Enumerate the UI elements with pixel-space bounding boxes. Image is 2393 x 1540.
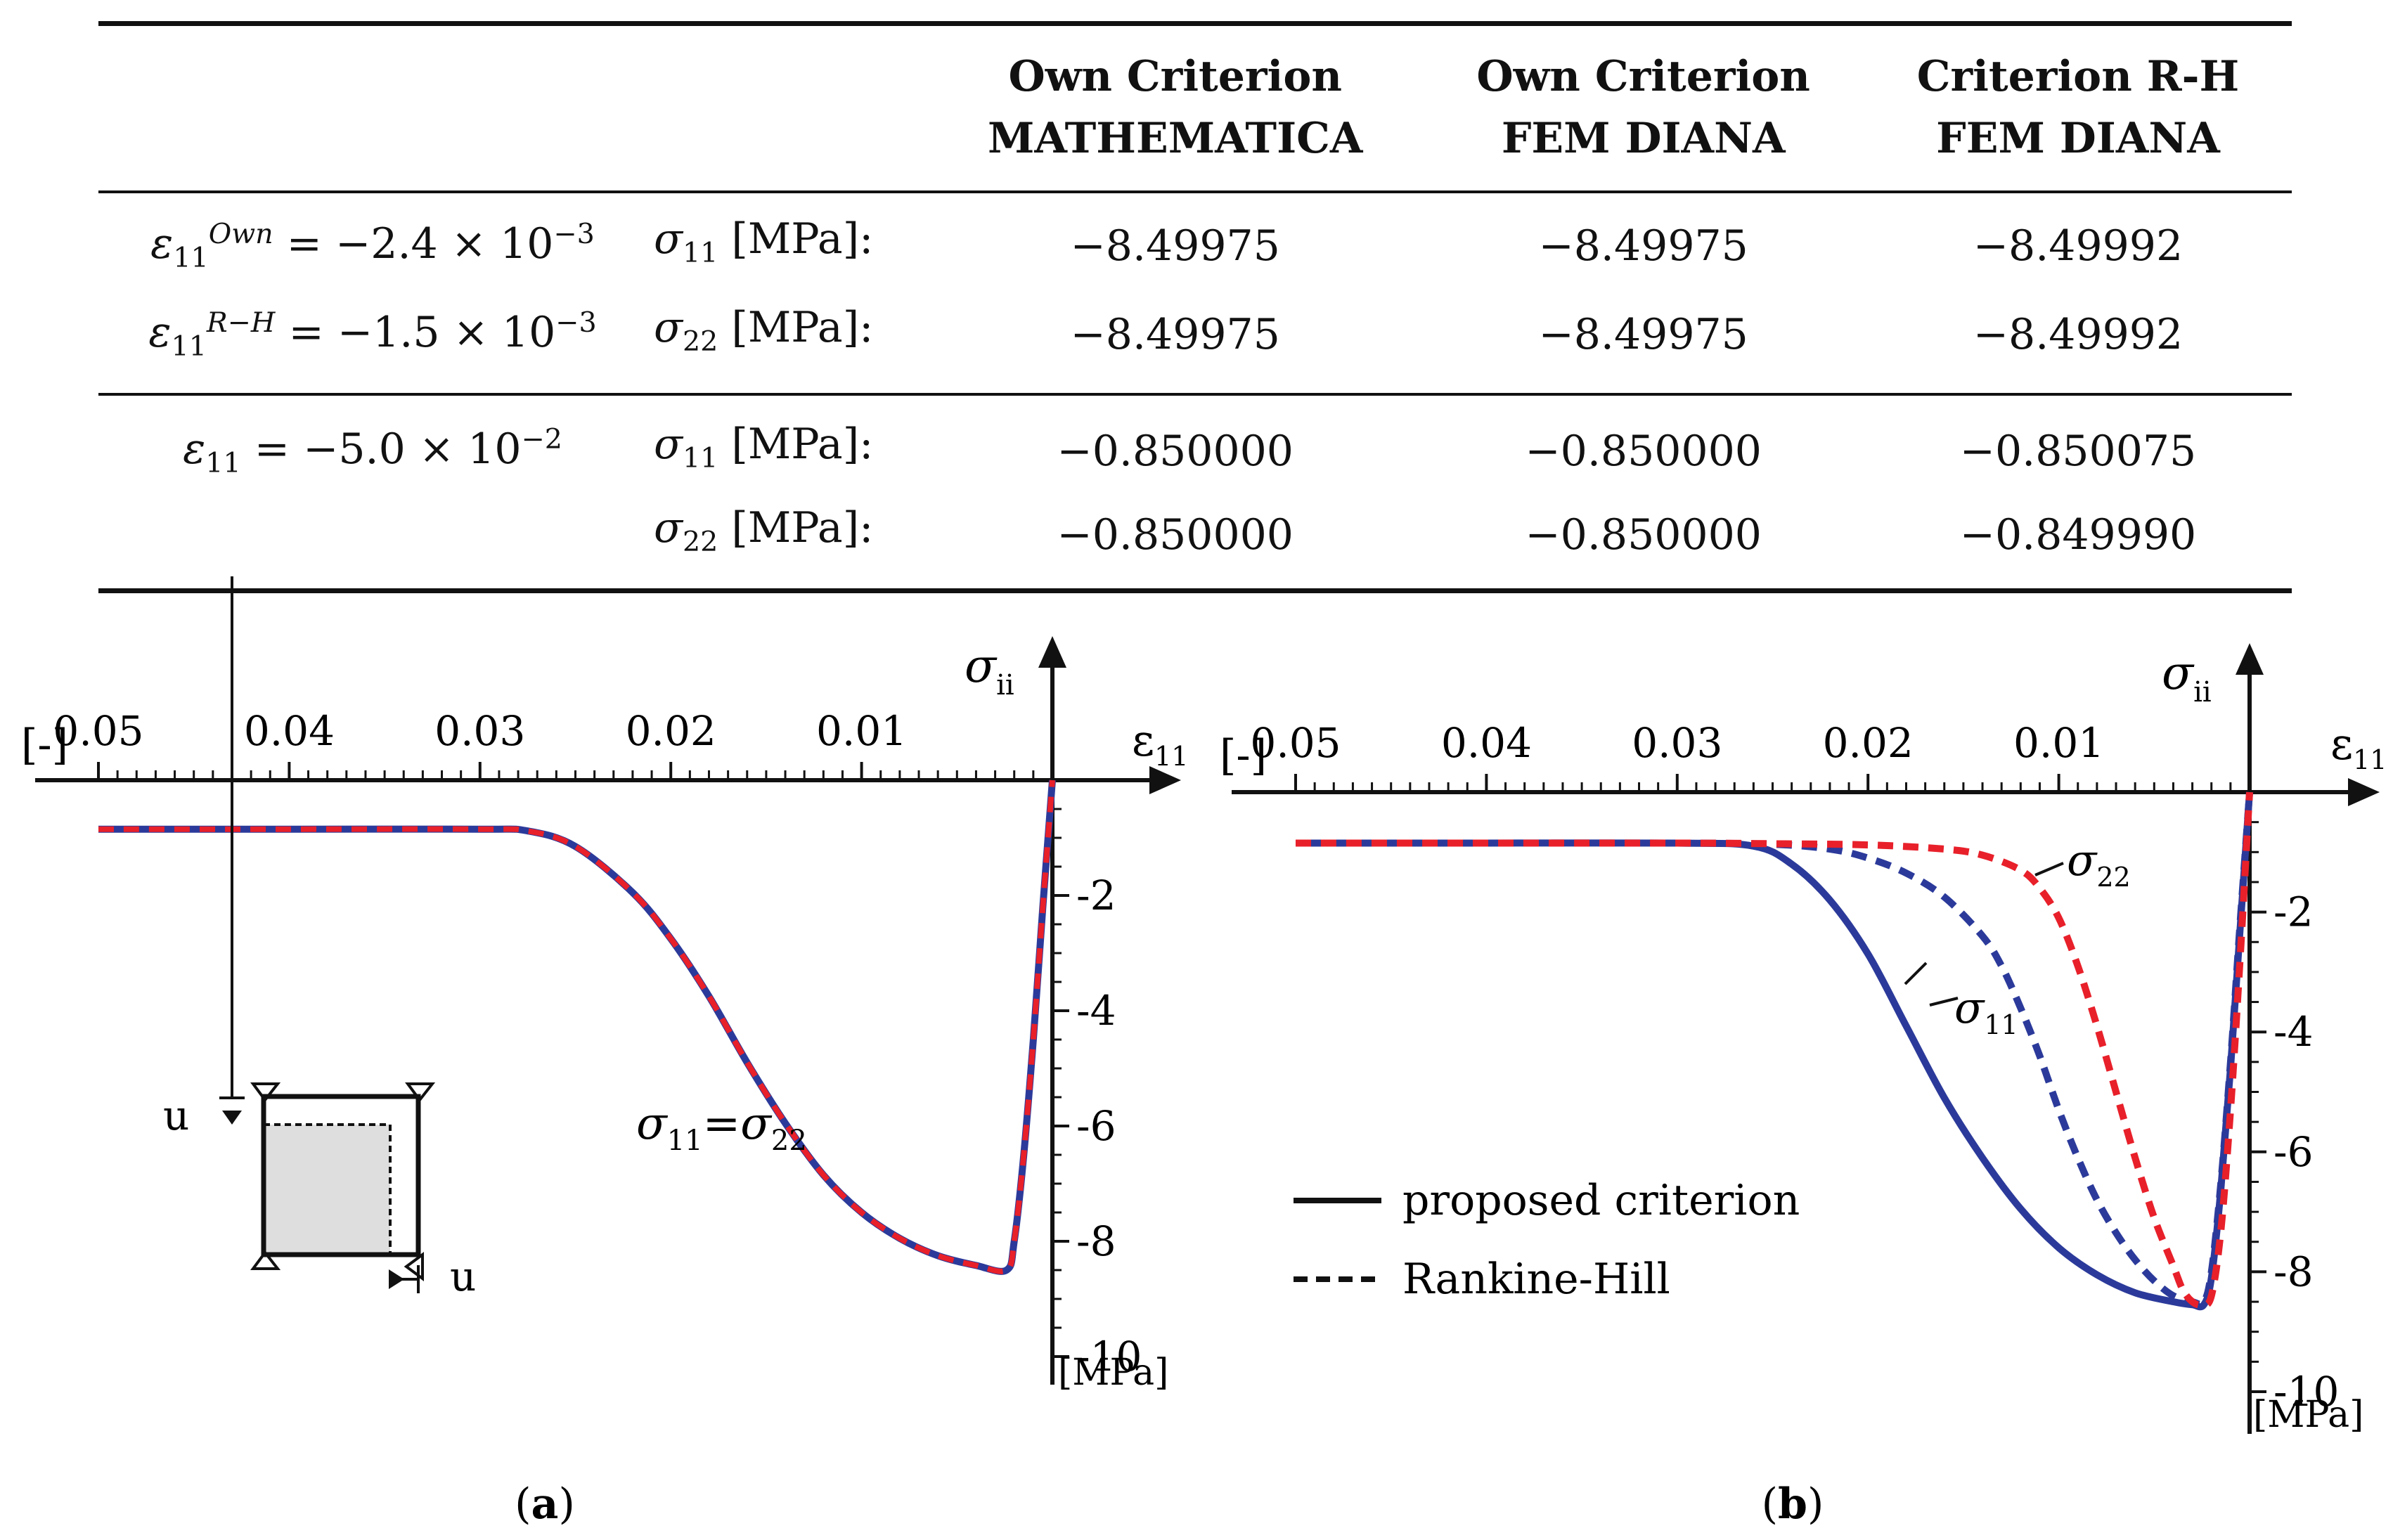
support-icon	[250, 1250, 281, 1270]
x-tick-label: 0.02	[1823, 719, 1914, 767]
results-table: Own Criterion MATHEMATICA Own Criterion FE…	[98, 21, 2292, 593]
panel-a-series-rankine-hill	[98, 779, 1055, 1274]
x-tick-label: 0.05	[1250, 719, 1341, 767]
table-cell: −0.850000	[1525, 427, 1762, 476]
table-row: ε11 = −5.0 × 10−2 σ11 [MPa]: −0.850000 −…	[98, 394, 2292, 496]
stress-label: σ11 [MPa]:	[654, 420, 874, 474]
y-tick-label: -2	[2273, 888, 2314, 936]
legend-label-proposed: proposed criterion	[1402, 1176, 1800, 1225]
panel-a-label: (a)	[515, 1480, 575, 1529]
table-cell: −0.850075	[1959, 427, 2197, 476]
table-cell: −0.849990	[1959, 510, 2197, 559]
strain-condition-large: ε11 = −5.0 × 10−2	[183, 423, 562, 479]
chart-panel-b: 0.05 0.04 0.03 0.02 0.01 -2 -4 -6 -8 -10 [-] ε11…	[1220, 643, 2387, 1529]
support-icon	[250, 1082, 281, 1103]
y-tick-label: -8	[2273, 1248, 2314, 1295]
y-tick-label: -6	[1076, 1102, 1116, 1150]
stress-label: σ22 [MPa]:	[654, 503, 874, 558]
panel-b-series-rh-sigma22	[1296, 791, 2253, 1309]
panel-a-series-proposed	[98, 779, 1056, 1275]
legend-label-rankine-hill: Rankine-Hill	[1402, 1255, 1670, 1304]
panel-a-x-ticks-group: 0.05 0.04 0.03 0.02 0.01	[53, 707, 1054, 780]
panel-a-curve-annotation: σ11=σ22	[636, 1098, 807, 1157]
sigma11-leader	[1929, 997, 1959, 1007]
x-tick-label: 0.03	[434, 707, 525, 755]
panel-a-y-unit: [MPa]	[1058, 1352, 1168, 1394]
panel-a-x-unit: [-]	[21, 720, 68, 770]
panel-a-x-axis-label: ε11	[1132, 715, 1188, 772]
stress-label: σ22 [MPa]:	[654, 303, 874, 358]
strain-condition-own: ε11Own = −2.4 × 10−3	[150, 218, 595, 274]
sketch-original-square	[261, 1094, 421, 1257]
y-tick-label: -6	[2273, 1128, 2314, 1176]
panel-b-sigma22-label: σ22	[2067, 834, 2131, 893]
header-empty-2	[647, 24, 928, 193]
panel-b-x-unit: [-]	[1220, 731, 1267, 780]
x-tick-label: 0.03	[1632, 719, 1722, 767]
displacement-label-right: u	[450, 1253, 476, 1300]
chart-panel-a: 0.05 0.04 0.03 0.02 0.01 -2 -4 -6 -8 -10 [-] ε11…	[21, 576, 1188, 1529]
y-tick-label: -10	[1076, 1333, 1142, 1380]
y-tick-label: -10	[2273, 1368, 2339, 1416]
table-cell: −8.49975	[1538, 221, 1748, 271]
arrow-left-icon	[389, 1269, 404, 1289]
panel-b-x-ticks-group: 0.05 0.04 0.03 0.02 0.01	[1250, 719, 2251, 792]
header-own-diana: Own Criterion FEM DIANA	[1476, 52, 1810, 163]
support-icon	[405, 1082, 436, 1103]
panel-b-y-unit: [MPa]	[2253, 1394, 2363, 1436]
x-tick-label: 0.02	[626, 707, 716, 755]
x-tick-label: 0.05	[53, 707, 143, 755]
table-cell: −8.49975	[1070, 310, 1280, 359]
x-tick-label: 0.04	[244, 707, 335, 755]
panel-a-y-axis-arrow-icon	[1038, 636, 1066, 668]
panel-b-x-axis-arrow-icon	[2348, 778, 2380, 806]
panel-b-y-axis-arrow-icon	[2236, 643, 2264, 675]
sigma22-leader	[2034, 862, 2064, 876]
arrow-down-icon	[222, 1111, 242, 1125]
header-own-mathematica: Own Criterion MATHEMATICA	[987, 52, 1363, 163]
loading-sketch: u u	[163, 576, 476, 1300]
table-cell: −0.850000	[1525, 510, 1762, 559]
header-empty-1	[98, 24, 647, 193]
table-cell: −8.49975	[1070, 221, 1280, 271]
y-tick-label: -4	[2273, 1008, 2314, 1056]
y-tick-label: -2	[1076, 872, 1116, 919]
strain-condition-rh: ε11R−H = −1.5 × 10−3	[148, 306, 597, 363]
panel-b-sigma11-label: σ11	[1954, 982, 2018, 1040]
table-cell: −8.49992	[1973, 310, 2184, 359]
table-header-row: Own Criterion MATHEMATICA Own Criterion FE…	[98, 23, 2292, 193]
table-row: σ22 [MPa]: −0.850000 −0.850000 −0.849990	[98, 496, 2292, 591]
displacement-label-top: u	[163, 1092, 189, 1139]
support-icon	[404, 1252, 424, 1281]
header-rh-diana: Criterion R-H FEM DIANA	[1916, 52, 2240, 163]
sketch-deformed-area	[262, 1123, 392, 1256]
table-row: ε11Own = −2.4 × 10−3 σ11 [MPa]: −8.49975…	[98, 192, 2292, 290]
panel-b-series-rh-sigma11	[1296, 791, 2253, 1308]
panel-b-legend: proposed criterion Rankine-Hill	[1294, 1176, 1800, 1304]
table-cell: −8.49992	[1973, 221, 2184, 271]
stress-label: σ11 [MPa]:	[654, 214, 874, 269]
panel-b-label: (b)	[1762, 1480, 1824, 1529]
panel-b-x-axis-label: ε11	[2330, 718, 2387, 775]
x-tick-label: 0.01	[2013, 719, 2104, 767]
table-cell: −0.850000	[1057, 427, 1294, 476]
panel-b-y-axis-label: σii	[2162, 646, 2212, 708]
y-tick-label: -8	[1076, 1217, 1116, 1265]
table-cell: −8.49975	[1538, 310, 1748, 359]
sigma11-leader-2	[1904, 962, 1928, 985]
y-tick-label: -4	[1076, 987, 1116, 1035]
panel-a-y-ticks-group: -2 -4 -6 -8 -10	[1052, 808, 1142, 1380]
stress-strain-figure: 0.05 0.04 0.03 0.02 0.01 -2 -4 -6 -8 -10 [-] ε11…	[21, 576, 2387, 1529]
panel-a-y-axis-label: σii	[965, 639, 1014, 701]
panel-b-y-ticks-group: -2 -4 -6 -8 -10	[2250, 821, 2339, 1416]
panel-a-x-axis-arrow-icon	[1149, 766, 1181, 794]
x-tick-label: 0.04	[1441, 719, 1532, 767]
table-row: ε11R−H = −1.5 × 10−3 σ22 [MPa]: −8.49975…	[98, 290, 2292, 394]
table-cell: −0.850000	[1057, 510, 1294, 559]
x-tick-label: 0.01	[816, 707, 907, 755]
